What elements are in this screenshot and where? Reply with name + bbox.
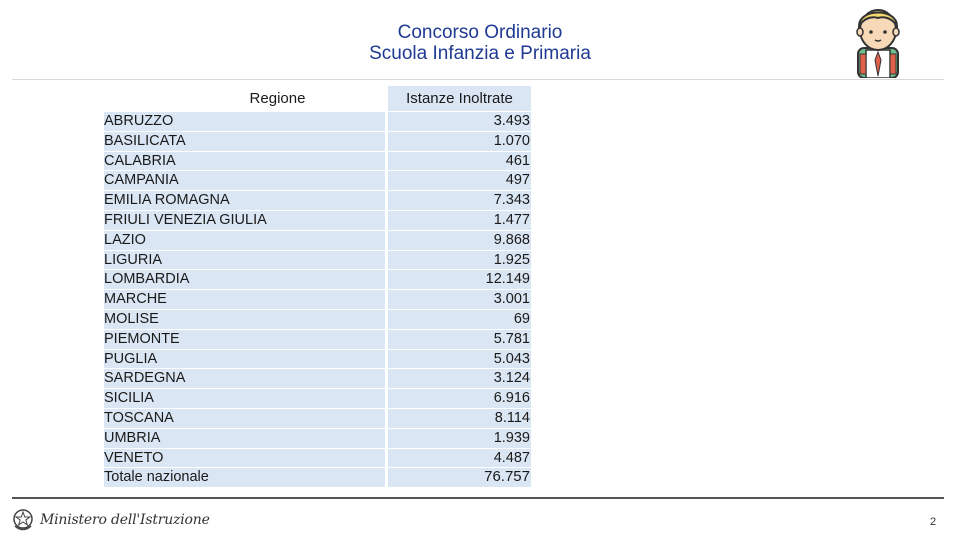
table-cell-value: 461 bbox=[388, 151, 531, 171]
table-cell-value: 9.868 bbox=[388, 230, 531, 250]
header-divider bbox=[12, 79, 944, 80]
table-row: TOSCANA bbox=[104, 408, 385, 428]
header-region: Regione bbox=[249, 90, 306, 107]
table-row: BASILICATA bbox=[104, 131, 385, 151]
italian-republic-emblem-icon bbox=[13, 509, 33, 531]
table-cell-value: 3.001 bbox=[388, 290, 531, 309]
table-row: PUGLIA bbox=[104, 349, 385, 369]
table-row: LAZIO bbox=[104, 230, 385, 250]
table-row: LOMBARDIA bbox=[104, 270, 385, 290]
table-cell-value: 3.493 bbox=[388, 112, 531, 131]
table-cell-value: 6.916 bbox=[388, 389, 531, 408]
table-row: LIGURIA bbox=[104, 250, 385, 270]
table-cell-value: 7.343 bbox=[388, 191, 531, 210]
total-row-label: Totale nazionale bbox=[104, 468, 385, 488]
table-cell-value: 1.939 bbox=[388, 428, 531, 448]
table-row: ABRUZZO bbox=[104, 112, 385, 131]
ministry-logotype: Ministero dell'Istruzione bbox=[40, 512, 210, 528]
table-cell-value: 497 bbox=[388, 171, 531, 191]
table-row: FRIULI VENEZIA GIULIA bbox=[104, 210, 385, 230]
table-row: MARCHE bbox=[104, 290, 385, 309]
table-row: CALABRIA bbox=[104, 151, 385, 171]
total-row-value: 76.757 bbox=[388, 468, 531, 488]
page-number: 2 bbox=[930, 516, 937, 528]
table-row: SARDEGNA bbox=[104, 369, 385, 389]
table-cell-value: 69 bbox=[388, 309, 531, 329]
table-row: MOLISE bbox=[104, 309, 385, 329]
title-line-1: Concorso Ordinario bbox=[397, 22, 563, 43]
table-row: EMILIA ROMAGNA bbox=[104, 191, 385, 210]
table-cell-value: 8.114 bbox=[388, 408, 531, 428]
table-cell-value: 1.925 bbox=[388, 250, 531, 270]
slide-title: Concorso Ordinario Scuola Infanzia e Pri… bbox=[180, 22, 780, 64]
table-row: UMBRIA bbox=[104, 428, 385, 448]
table-cell-value: 3.124 bbox=[388, 369, 531, 389]
region-column: Regione ABRUZZO BASILICATA CALABRIA CAMP… bbox=[104, 86, 385, 488]
table-row: VENETO bbox=[104, 448, 385, 468]
table-row: SICILIA bbox=[104, 389, 385, 408]
header-istanze: Istanze Inoltrate bbox=[388, 86, 531, 111]
student-avatar-icon bbox=[856, 9, 900, 78]
table-row: CAMPANIA bbox=[104, 171, 385, 191]
table-cell-value: 12.149 bbox=[388, 270, 531, 290]
footer-divider bbox=[12, 497, 944, 499]
table-row: PIEMONTE bbox=[104, 329, 385, 349]
table-cell-value: 1.477 bbox=[388, 210, 531, 230]
table-cell-value: 1.070 bbox=[388, 131, 531, 151]
value-column: Istanze Inoltrate 3.493 1.070 461 497 7.… bbox=[388, 86, 531, 488]
table-cell-value: 5.043 bbox=[388, 349, 531, 369]
title-line-2: Scuola Infanzia e Primaria bbox=[369, 43, 591, 64]
table-cell-value: 5.781 bbox=[388, 329, 531, 349]
table-cell-value: 4.487 bbox=[388, 448, 531, 468]
